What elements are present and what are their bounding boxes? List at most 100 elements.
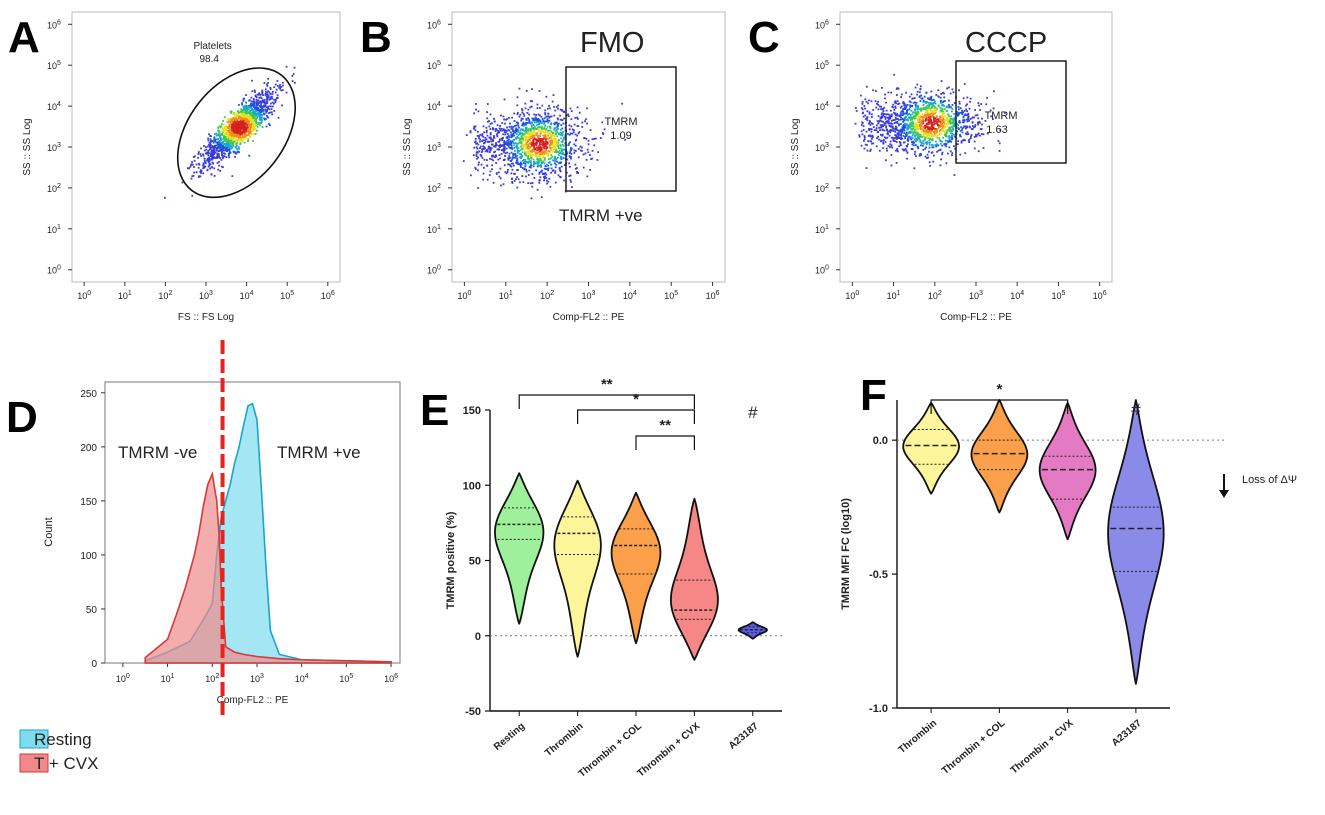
event-point: [928, 133, 930, 136]
event-point: [963, 82, 966, 85]
x-tick-label: 100: [77, 290, 91, 301]
event-point: [276, 96, 279, 99]
event-point: [193, 159, 196, 162]
event-point: [521, 151, 524, 154]
event-point: [931, 99, 934, 102]
event-point: [480, 163, 483, 166]
event-point: [967, 133, 970, 135]
event-point: [524, 158, 527, 161]
event-point: [281, 89, 284, 92]
event-point: [870, 122, 873, 125]
event-point: [267, 112, 270, 114]
x-axis-label: Comp-FL2 :: PE: [217, 695, 289, 706]
event-point: [533, 113, 536, 116]
event-point: [520, 136, 523, 138]
event-point: [942, 112, 945, 115]
event-point: [896, 100, 899, 102]
event-point: [238, 116, 240, 118]
event-point: [540, 147, 543, 150]
event-point: [254, 94, 257, 97]
event-point: [482, 145, 485, 148]
event-point: [489, 131, 492, 134]
event-point: [542, 175, 545, 178]
event-point: [942, 127, 945, 130]
x-tick-label: 102: [928, 290, 942, 301]
event-point: [535, 149, 538, 152]
event-point: [914, 106, 917, 108]
event-point: [218, 153, 220, 156]
event-point: [944, 100, 946, 102]
event-point: [900, 136, 902, 139]
event-point: [947, 123, 950, 126]
event-point: [861, 100, 864, 103]
event-point: [883, 124, 886, 126]
event-point: [243, 97, 245, 100]
event-point: [914, 138, 917, 140]
panel-letter-B: B: [360, 13, 392, 62]
event-point: [576, 106, 579, 109]
event-point: [495, 155, 498, 158]
event-point: [544, 124, 547, 127]
event-point: [503, 131, 506, 133]
event-point: [547, 164, 550, 167]
event-point: [953, 118, 956, 121]
event-point: [864, 114, 867, 117]
event-point: [501, 137, 504, 140]
event-point: [218, 129, 220, 132]
event-point: [497, 148, 500, 151]
event-point: [538, 172, 541, 175]
event-point: [545, 163, 548, 166]
violin-0: [902, 401, 960, 495]
event-point: [262, 108, 265, 111]
event-point: [230, 137, 232, 140]
event-point: [208, 157, 211, 160]
event-point: [274, 101, 277, 104]
event-point: [232, 117, 235, 120]
event-point: [232, 122, 235, 125]
event-point: [532, 154, 535, 157]
event-point: [937, 120, 939, 123]
event-point: [222, 145, 225, 147]
event-point: [944, 122, 947, 125]
event-point: [926, 101, 929, 104]
event-point: [880, 126, 883, 128]
event-point: [543, 120, 546, 123]
event-point: [895, 94, 898, 96]
event-point: [910, 121, 913, 124]
event-point: [879, 117, 882, 120]
event-point: [875, 127, 878, 130]
event-point: [927, 102, 930, 104]
event-point: [939, 164, 942, 167]
event-point: [973, 140, 976, 143]
y-tick-label: 106: [815, 19, 829, 30]
event-point: [507, 143, 510, 146]
event-point: [508, 152, 511, 155]
event-point: [942, 111, 945, 113]
event-point: [920, 128, 923, 130]
event-point: [217, 146, 219, 149]
event-point: [560, 156, 563, 159]
event-point: [514, 153, 517, 155]
event-point: [240, 138, 242, 141]
event-point: [942, 115, 944, 118]
event-point: [271, 93, 274, 95]
event-point: [263, 118, 266, 121]
event-point: [910, 138, 913, 141]
x-tick-label: 103: [582, 290, 596, 301]
event-point: [244, 119, 247, 122]
event-point: [859, 94, 862, 97]
event-point: [481, 140, 484, 143]
event-point: [912, 111, 915, 114]
event-point: [476, 157, 478, 160]
event-point: [948, 115, 950, 117]
event-point: [271, 105, 274, 108]
event-point: [475, 103, 477, 105]
event-point: [230, 145, 233, 148]
event-point: [245, 117, 248, 120]
event-point: [919, 126, 922, 128]
event-point: [928, 128, 930, 131]
event-point: [867, 135, 870, 137]
event-point: [951, 88, 954, 91]
event-point: [914, 129, 917, 132]
event-point: [984, 120, 987, 122]
